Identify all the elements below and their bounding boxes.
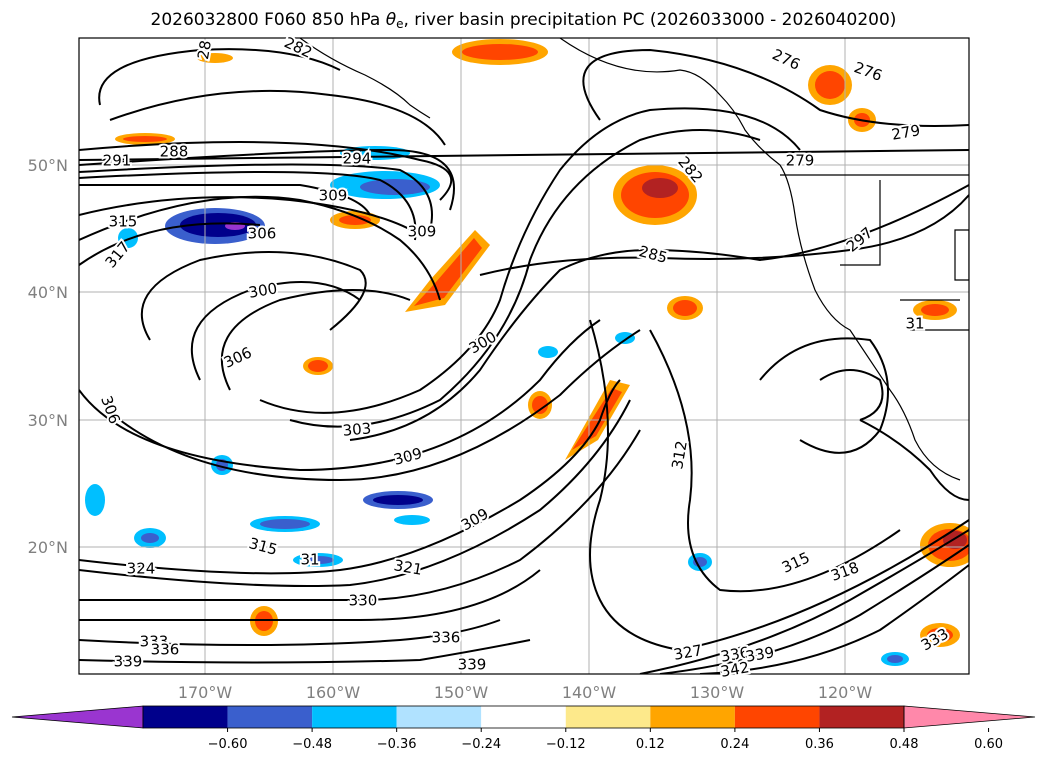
coastline bbox=[299, 38, 969, 481]
colorbar-segment bbox=[227, 706, 313, 728]
colorbar-segment bbox=[396, 706, 482, 728]
theta-e-contours bbox=[79, 48, 969, 674]
lat-label: 50°N bbox=[28, 156, 68, 175]
contour-label: 288 bbox=[160, 143, 189, 161]
contour-label: 31 bbox=[300, 551, 319, 569]
colorbar-extend-max bbox=[903, 705, 1036, 729]
lon-label: 130°W bbox=[690, 683, 745, 702]
contour-label: 279 bbox=[786, 152, 815, 170]
lat-label: 30°N bbox=[28, 411, 68, 430]
colorbar-extend-min bbox=[11, 705, 144, 729]
lon-label: 140°W bbox=[562, 683, 617, 702]
colorbar-tick-label: −0.36 bbox=[377, 737, 417, 752]
colorbar-frame bbox=[142, 705, 905, 729]
colorbar-tick-label: −0.48 bbox=[292, 737, 332, 752]
colorbar-segment bbox=[481, 706, 566, 728]
contour-label: 336 bbox=[432, 629, 461, 647]
colorbar-tick-label: −0.12 bbox=[546, 737, 586, 752]
contour-label: 342 bbox=[719, 658, 750, 681]
colorbar-tick-label: 0.36 bbox=[805, 737, 834, 752]
contour-label: 309 bbox=[408, 223, 437, 241]
colorbar-tick-label: 0.48 bbox=[890, 737, 919, 752]
latitude-labels: 50°N 40°N 30°N 20°N bbox=[28, 156, 68, 557]
colorbar-tick-label: 0.12 bbox=[636, 737, 665, 752]
colorbar-segment bbox=[819, 706, 904, 728]
colorbar: −0.60 −0.48 −0.36 −0.24 −0.12 0.12 0.24 0.36 0.4… bbox=[11, 705, 1036, 752]
negative-anomaly-area bbox=[85, 146, 909, 666]
colorbar-tick-label: −0.24 bbox=[461, 737, 501, 752]
colorbar-segment bbox=[734, 706, 820, 728]
colorbar-segment bbox=[143, 706, 228, 728]
longitude-labels: 170°W 160°W 150°W 140°W 130°W 120°W bbox=[178, 683, 873, 702]
contour-label: 279 bbox=[890, 121, 921, 144]
contour-label: 339 bbox=[458, 656, 487, 674]
colorbar-tick-label: −0.60 bbox=[208, 737, 248, 752]
plot-frame bbox=[78, 37, 970, 675]
colorbar-tick-label: 0.24 bbox=[720, 737, 749, 752]
contour-label: 336 bbox=[151, 641, 180, 659]
contour-label: 333 bbox=[140, 633, 169, 651]
lon-label: 160°W bbox=[306, 683, 361, 702]
contour-label: 28 bbox=[194, 39, 215, 61]
colorbar-segment bbox=[650, 706, 735, 728]
lat-label: 40°N bbox=[28, 283, 68, 302]
lon-label: 170°W bbox=[178, 683, 233, 702]
contour-label: 294 bbox=[343, 150, 372, 168]
contour-label: 31 bbox=[905, 315, 924, 333]
lon-label: 150°W bbox=[434, 683, 489, 702]
lat-label: 20°N bbox=[28, 538, 68, 557]
map-title: 2026032800 F060 850 hPa θe, river basin … bbox=[150, 10, 897, 31]
contour-label: 291 bbox=[103, 152, 132, 170]
plot-area bbox=[79, 38, 969, 674]
contour-label: 339 bbox=[114, 653, 143, 671]
lon-label: 120°W bbox=[818, 683, 873, 702]
contour-label: 315 bbox=[109, 213, 138, 231]
colorbar-segment bbox=[565, 706, 651, 728]
contour-label: 309 bbox=[319, 187, 348, 205]
contour-label: 306 bbox=[248, 225, 277, 243]
colorbar-segment bbox=[312, 706, 397, 728]
contour-label: 330 bbox=[349, 592, 378, 610]
contour-label: 303 bbox=[342, 419, 372, 439]
contour-label: 324 bbox=[127, 560, 156, 578]
graticule bbox=[79, 38, 969, 674]
colorbar-tick-label: 0.60 bbox=[974, 737, 1003, 752]
